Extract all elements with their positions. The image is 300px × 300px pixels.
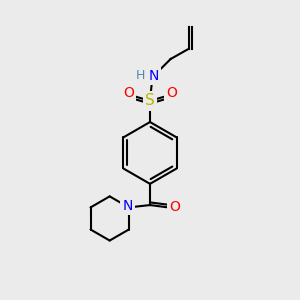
Text: N: N	[122, 199, 133, 213]
Text: S: S	[145, 93, 155, 108]
Text: H: H	[135, 69, 145, 82]
Text: O: O	[166, 85, 177, 100]
Text: N: N	[148, 69, 159, 83]
Text: O: O	[169, 200, 180, 214]
Text: O: O	[123, 85, 134, 100]
